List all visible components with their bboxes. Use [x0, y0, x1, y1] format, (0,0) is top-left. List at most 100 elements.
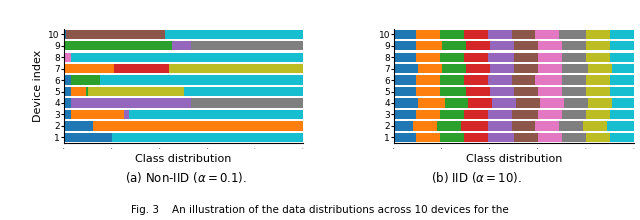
Bar — [516, 98, 540, 108]
Bar — [64, 30, 67, 39]
Bar — [416, 110, 440, 119]
Bar — [440, 53, 463, 62]
Bar — [588, 98, 612, 108]
Bar — [416, 41, 442, 50]
Bar — [538, 41, 562, 50]
Bar — [490, 64, 514, 73]
Bar — [466, 41, 490, 50]
Bar — [416, 87, 440, 96]
Bar — [610, 87, 634, 96]
Bar — [511, 110, 538, 119]
Bar — [416, 75, 440, 85]
Bar — [536, 75, 562, 85]
Bar — [164, 30, 303, 39]
Bar — [463, 110, 488, 119]
Bar — [586, 110, 610, 119]
Bar — [64, 75, 71, 85]
Bar — [64, 53, 71, 62]
Y-axis label: Device index: Device index — [33, 50, 43, 122]
Bar — [488, 30, 511, 39]
Bar — [607, 121, 634, 130]
Bar — [394, 98, 418, 108]
Bar — [564, 98, 588, 108]
Bar — [64, 133, 112, 142]
Bar — [394, 53, 416, 62]
Bar — [610, 75, 634, 85]
Bar — [538, 64, 562, 73]
Bar — [418, 98, 445, 108]
Bar — [440, 75, 463, 85]
Bar — [586, 30, 610, 39]
Bar — [463, 30, 488, 39]
Bar — [562, 64, 588, 73]
Bar — [559, 121, 583, 130]
Bar — [488, 133, 514, 142]
Bar — [416, 133, 440, 142]
Bar — [394, 133, 416, 142]
Bar — [440, 30, 463, 39]
Bar — [413, 121, 437, 130]
Bar — [536, 121, 559, 130]
Bar — [562, 110, 586, 119]
Bar — [64, 64, 115, 73]
Bar — [610, 133, 634, 142]
Bar — [490, 41, 514, 50]
Bar — [64, 87, 71, 96]
Bar — [488, 75, 511, 85]
Bar — [468, 98, 492, 108]
Bar — [612, 98, 634, 108]
Bar — [437, 121, 461, 130]
Bar — [583, 121, 607, 130]
Bar — [488, 110, 511, 119]
Bar — [64, 110, 71, 119]
Bar — [71, 75, 100, 85]
Bar — [562, 53, 586, 62]
Bar — [511, 75, 536, 85]
X-axis label: Class distribution: Class distribution — [136, 154, 232, 164]
Bar — [394, 64, 418, 73]
Bar — [416, 53, 440, 62]
Bar — [586, 41, 610, 50]
Bar — [71, 98, 191, 108]
Bar — [514, 87, 538, 96]
Bar — [394, 41, 416, 50]
Bar — [100, 75, 303, 85]
Bar — [538, 110, 562, 119]
Bar — [184, 87, 303, 96]
Bar — [442, 64, 466, 73]
Bar — [562, 133, 586, 142]
Bar — [71, 110, 124, 119]
Bar — [586, 133, 610, 142]
Bar — [562, 75, 586, 85]
Bar — [461, 121, 488, 130]
Bar — [442, 41, 466, 50]
Bar — [86, 87, 88, 96]
Bar — [536, 30, 559, 39]
Bar — [588, 64, 612, 73]
Bar — [559, 30, 586, 39]
Bar — [610, 41, 634, 50]
Bar — [71, 87, 86, 96]
Bar — [64, 41, 172, 50]
Bar — [463, 133, 488, 142]
Bar — [115, 64, 170, 73]
Bar — [511, 30, 536, 39]
Text: (a) Non-IID ($\alpha = 0.1$).: (a) Non-IID ($\alpha = 0.1$). — [125, 169, 246, 185]
Bar — [612, 64, 634, 73]
Bar — [394, 87, 416, 96]
Bar — [463, 53, 488, 62]
Bar — [466, 64, 490, 73]
Bar — [191, 41, 303, 50]
Bar — [492, 98, 516, 108]
Bar — [440, 133, 463, 142]
Bar — [538, 133, 562, 142]
Bar — [112, 133, 303, 142]
Bar — [445, 98, 468, 108]
Bar — [610, 53, 634, 62]
Bar — [490, 87, 514, 96]
Bar — [586, 53, 610, 62]
Bar — [88, 87, 184, 96]
Bar — [129, 110, 303, 119]
Bar — [170, 64, 303, 73]
Bar — [488, 121, 511, 130]
